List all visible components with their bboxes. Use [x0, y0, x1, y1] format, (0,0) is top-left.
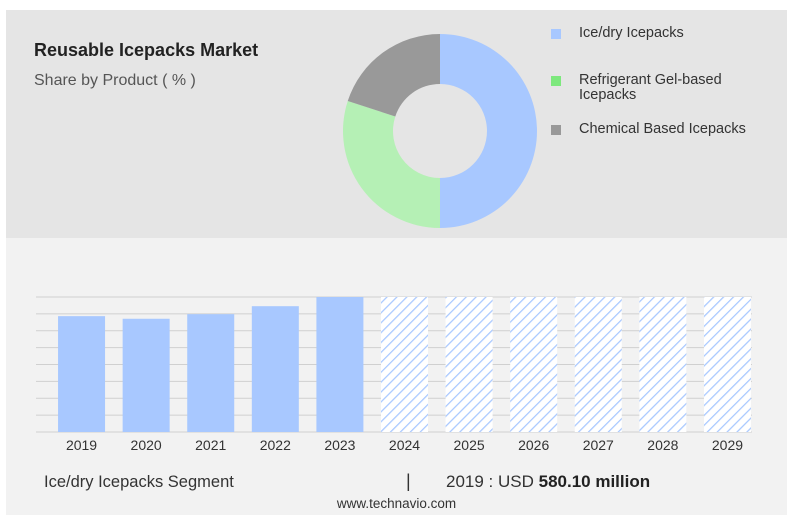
x-tick-label: 2024	[389, 437, 420, 453]
footer-segment-label: Ice/dry Icepacks Segment	[44, 473, 234, 491]
donut-slice-ice-dry	[440, 34, 537, 228]
bar-2023	[316, 297, 364, 432]
chart-title: Reusable Icepacks Market	[34, 40, 259, 60]
donut-slice-chemical	[347, 34, 440, 117]
legend-swatch-ice-dry	[551, 29, 561, 39]
footer-value: 2019 : USD 580.10 million	[446, 472, 650, 492]
x-tick-label: 2026	[518, 437, 549, 453]
x-tick-label: 2023	[324, 437, 355, 453]
legend-label: Chemical Based Icepacks	[579, 121, 746, 137]
forecast-bar-2024	[381, 297, 428, 432]
x-tick-label: 2029	[712, 437, 743, 453]
legend-swatch-chemical	[551, 125, 561, 135]
legend-label: Ice/dry Icepacks	[579, 25, 684, 41]
forecast-bar-2029	[703, 297, 751, 432]
footer-value-amount: 580.10 million	[538, 472, 651, 491]
x-tick-label: 2022	[260, 437, 291, 453]
chart-subtitle: Share by Product ( % )	[34, 72, 196, 89]
forecast-bar-2028	[639, 297, 687, 432]
x-tick-label: 2021	[195, 437, 226, 453]
x-tick-label: 2020	[131, 437, 162, 453]
forecast-bar-2026	[510, 297, 558, 432]
forecast-bar-2025	[445, 297, 493, 432]
bar-2019	[58, 316, 106, 432]
footer-year-label: 2019 : USD	[446, 472, 534, 491]
donut-slice-refrigerant-gel	[343, 101, 440, 228]
x-tick-label: 2019	[66, 437, 97, 453]
forecast-bar-2027	[574, 297, 622, 432]
x-tick-label: 2025	[454, 437, 485, 453]
bar-2022	[251, 306, 299, 432]
x-tick-label: 2028	[647, 437, 678, 453]
x-tick-label: 2027	[583, 437, 614, 453]
footer-separator: |	[406, 471, 411, 491]
source-link[interactable]: www.technavio.com	[336, 496, 457, 511]
bar-2021	[187, 314, 235, 432]
donut-chart	[343, 34, 537, 228]
bar-chart: 2019 2020 2021 2022 2023 2024 2025 2026 2027 2028…	[36, 296, 752, 453]
legend-swatch-refrigerant-gel	[551, 76, 561, 86]
bar-2020	[122, 318, 170, 432]
legend-label: Refrigerant Gel-based Icepacks	[579, 72, 722, 103]
